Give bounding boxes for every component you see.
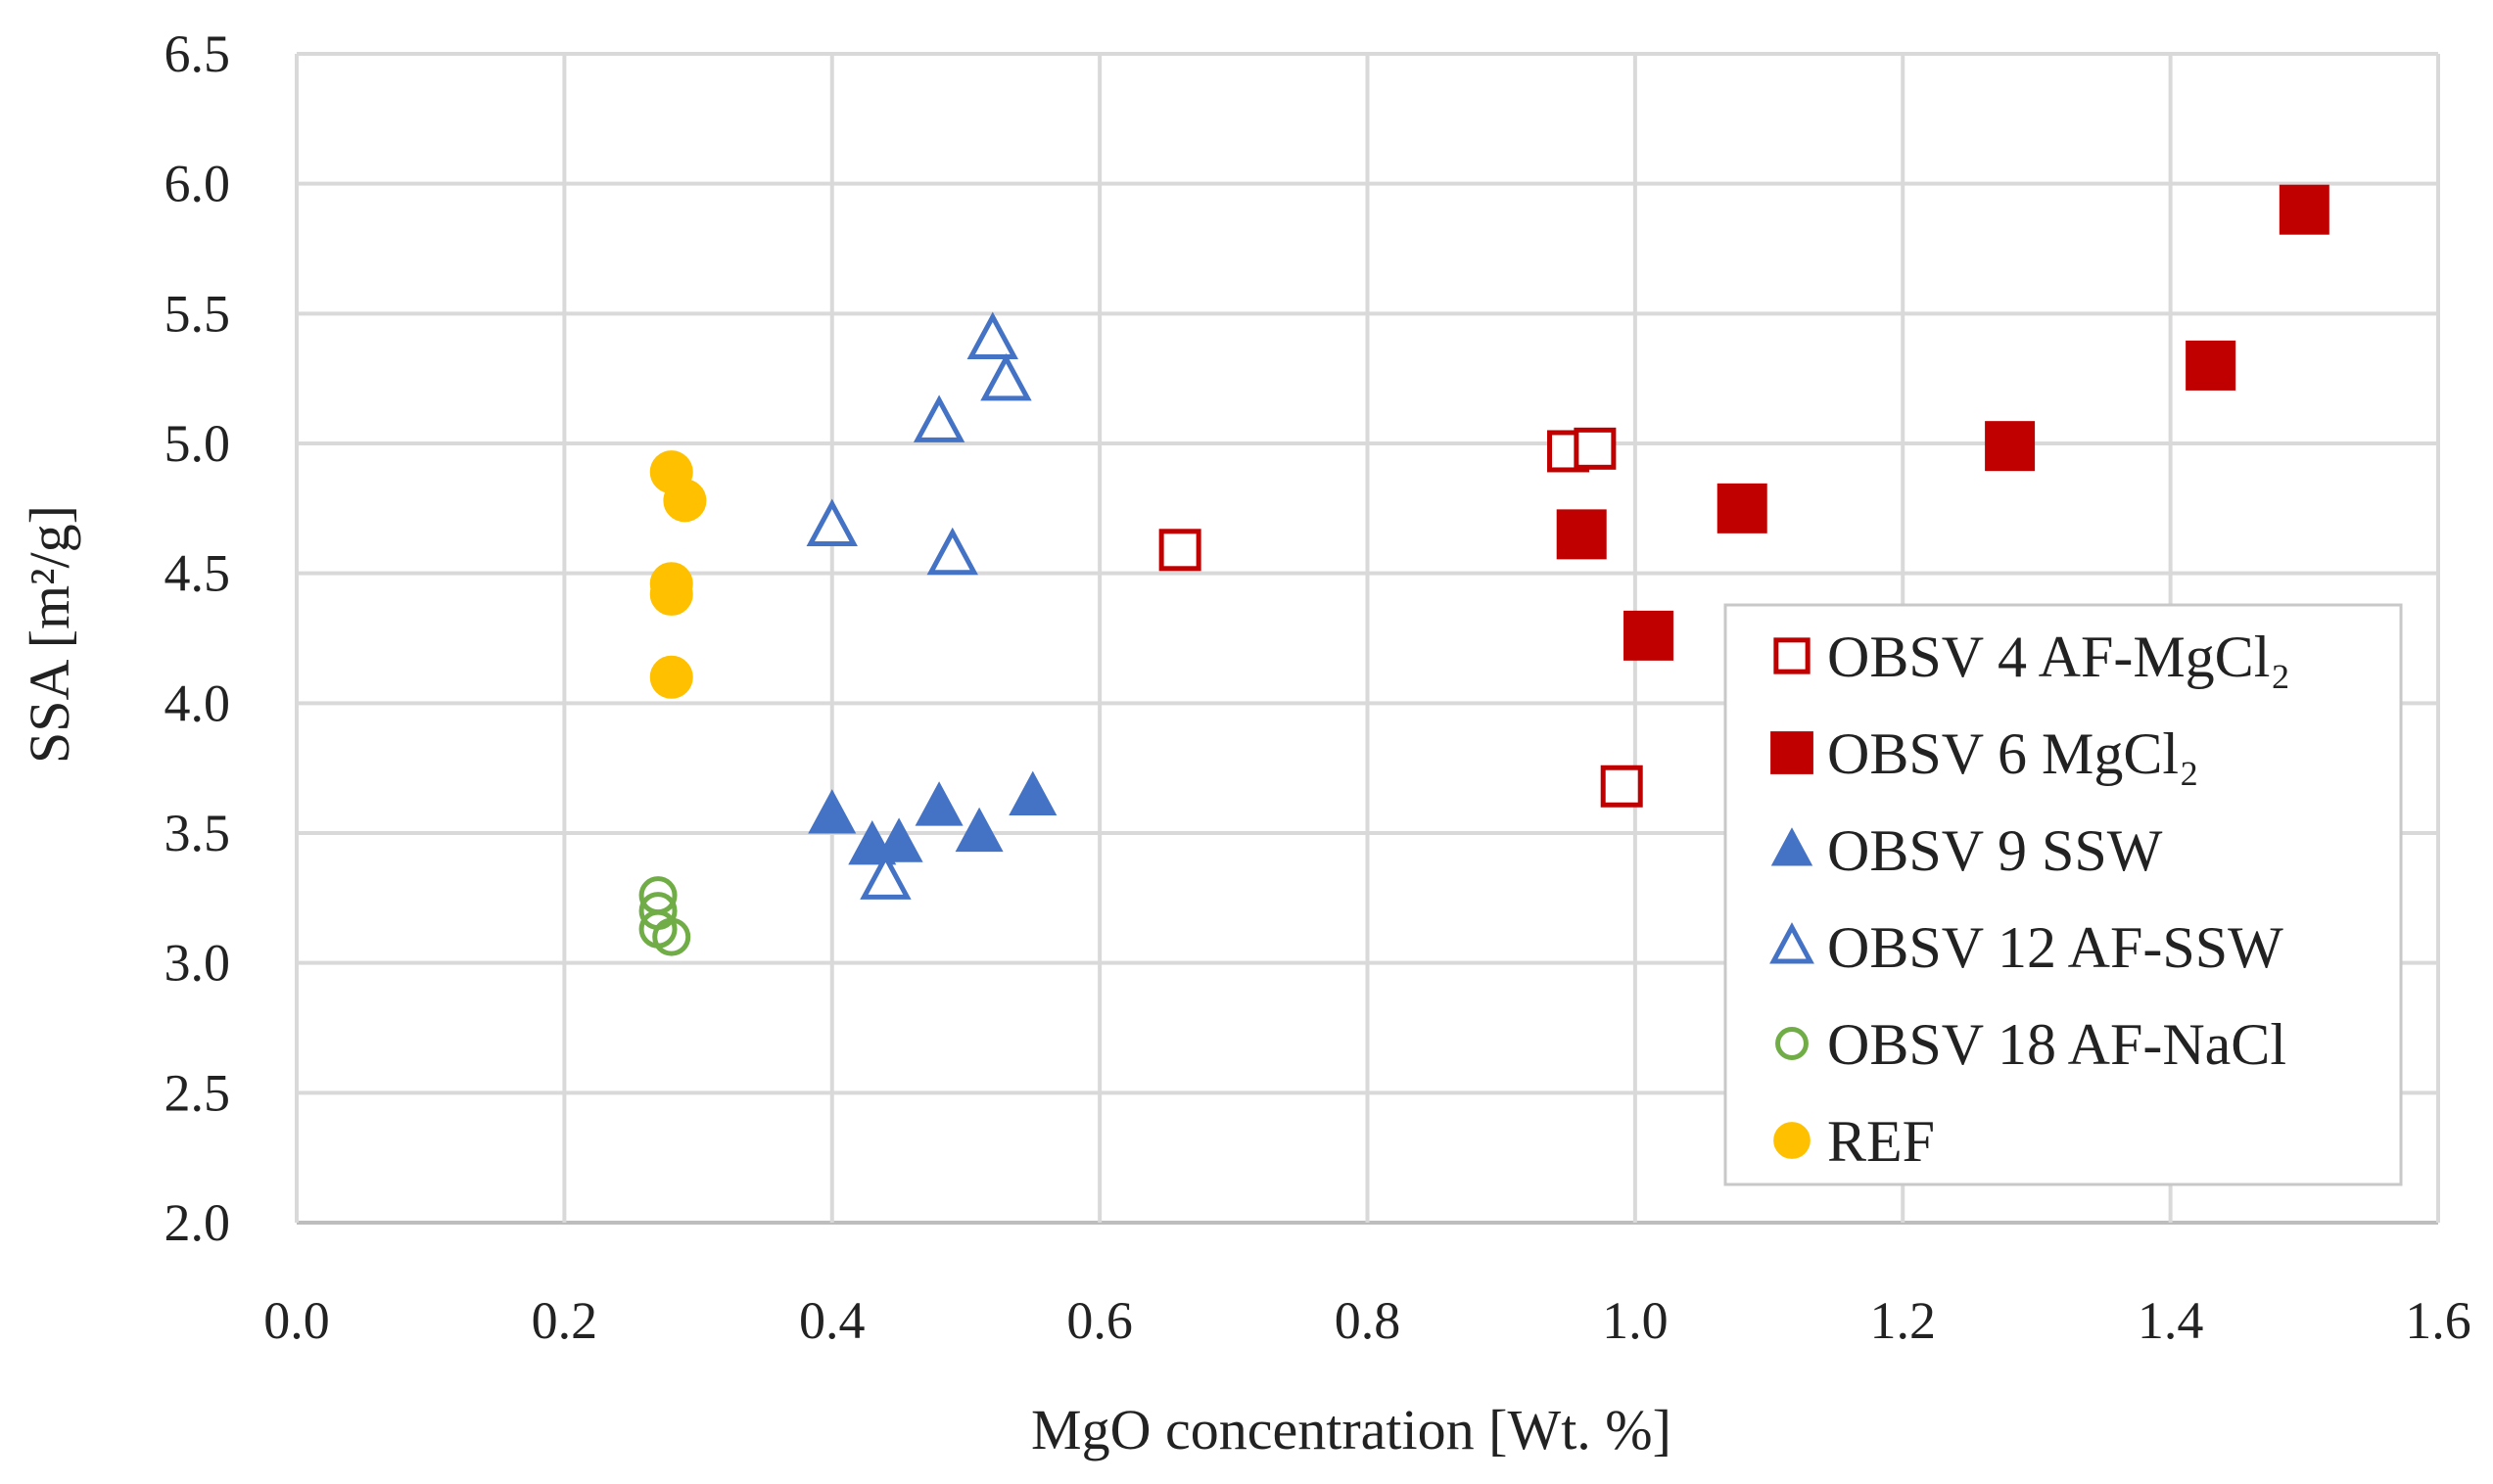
- legend-label: OBSV 6 MgCl₂: [1827, 721, 2199, 786]
- y-axis-ticks: 2.0 2.5 3.0 3.5 4.0 4.5 5.0 5.5 6.0 6.5: [165, 24, 231, 1252]
- x-axis-label: MgO concentration [Wt. %]: [1031, 1398, 1671, 1461]
- legend-marker: [1770, 731, 1813, 774]
- x-tick-label: 0.8: [1335, 1291, 1401, 1350]
- data-point: [1623, 610, 1674, 661]
- x-tick-label: 0.4: [799, 1291, 866, 1350]
- legend-item: OBSV 6 MgCl₂: [1770, 721, 2199, 786]
- x-tick-label: 1.6: [2405, 1291, 2471, 1350]
- legend-marker: [1773, 637, 1811, 674]
- data-points: [638, 184, 2329, 956]
- x-tick-label: 1.0: [1602, 1291, 1669, 1350]
- y-tick-label: 2.5: [165, 1063, 231, 1122]
- y-tick-label: 2.0: [165, 1193, 231, 1252]
- legend-label: REF: [1827, 1109, 1935, 1174]
- legend-marker: [1773, 1122, 1811, 1159]
- data-point: [649, 572, 693, 616]
- data-point: [860, 852, 912, 900]
- series-obsv-9-ssw: [808, 770, 1058, 865]
- data-point: [915, 781, 964, 826]
- series-obsv-12-af-ssw: [806, 311, 1032, 900]
- x-tick-label: 1.2: [1870, 1291, 1937, 1350]
- y-tick-label: 6.0: [165, 155, 231, 213]
- data-point: [955, 807, 1004, 853]
- x-tick-label: 0.6: [1066, 1291, 1133, 1350]
- data-point: [808, 789, 857, 834]
- y-tick-label: 4.5: [165, 544, 231, 603]
- x-axis-ticks: 0.0 0.2 0.4 0.6 0.8 1.0 1.2 1.4 1.6: [263, 1291, 2471, 1350]
- data-point: [1009, 770, 1058, 815]
- data-point: [1574, 427, 1617, 470]
- legend-label: OBSV 9 SSW: [1827, 818, 2163, 883]
- x-tick-label: 1.4: [2138, 1291, 2204, 1350]
- legend-marker: [1769, 922, 1814, 964]
- legend-item: OBSV 18 AF-NaCl: [1775, 1012, 2286, 1077]
- series-obsv-4-af-mgcl-: [1158, 427, 1643, 808]
- series-obsv-18-af-nacl: [638, 876, 691, 956]
- legend-label: OBSV 4 AF-MgCl₂: [1827, 625, 2290, 689]
- legend-marker: [1775, 1027, 1809, 1060]
- y-axis-label: SSA [m²/g]: [18, 505, 81, 764]
- data-point: [663, 479, 707, 523]
- legend-label: OBSV 18 AF-NaCl: [1827, 1012, 2286, 1077]
- y-tick-label: 5.5: [165, 284, 231, 343]
- data-point: [652, 917, 691, 956]
- y-tick-label: 4.0: [165, 673, 231, 732]
- y-tick-label: 5.0: [165, 414, 231, 473]
- x-tick-label: 0.0: [263, 1291, 330, 1350]
- data-point: [2186, 340, 2236, 391]
- legend: OBSV 4 AF-MgCl₂ OBSV 6 MgCl₂ OBSV 9 SSW OBS…: [1723, 603, 2403, 1186]
- data-point: [2279, 184, 2329, 235]
- legend-item: OBSV 12 AF-SSW: [1769, 915, 2283, 980]
- y-tick-label: 3.0: [165, 934, 231, 993]
- y-tick-label: 3.5: [165, 804, 231, 862]
- data-point: [1600, 765, 1643, 808]
- legend-box: [1723, 603, 2403, 1186]
- legend-item: REF: [1773, 1109, 1935, 1174]
- data-point: [649, 655, 693, 699]
- data-point: [1556, 509, 1607, 560]
- legend-label: OBSV 12 AF-SSW: [1827, 915, 2283, 980]
- data-point: [926, 527, 978, 576]
- data-point: [1158, 529, 1201, 572]
- data-point: [1985, 421, 2036, 472]
- data-point: [980, 352, 1032, 401]
- y-tick-label: 6.5: [165, 24, 231, 83]
- data-point: [1717, 483, 1767, 533]
- x-tick-label: 0.2: [532, 1291, 598, 1350]
- data-point: [966, 311, 1018, 359]
- data-point: [806, 498, 858, 547]
- series-obsv-6-mgcl-: [1556, 184, 2329, 661]
- legend-item: OBSV 4 AF-MgCl₂: [1773, 625, 2290, 689]
- series-ref: [649, 450, 707, 699]
- legend-marker: [1770, 827, 1813, 866]
- data-point: [913, 394, 965, 442]
- data-point: [874, 817, 923, 862]
- legend-item: OBSV 9 SSW: [1770, 818, 2163, 883]
